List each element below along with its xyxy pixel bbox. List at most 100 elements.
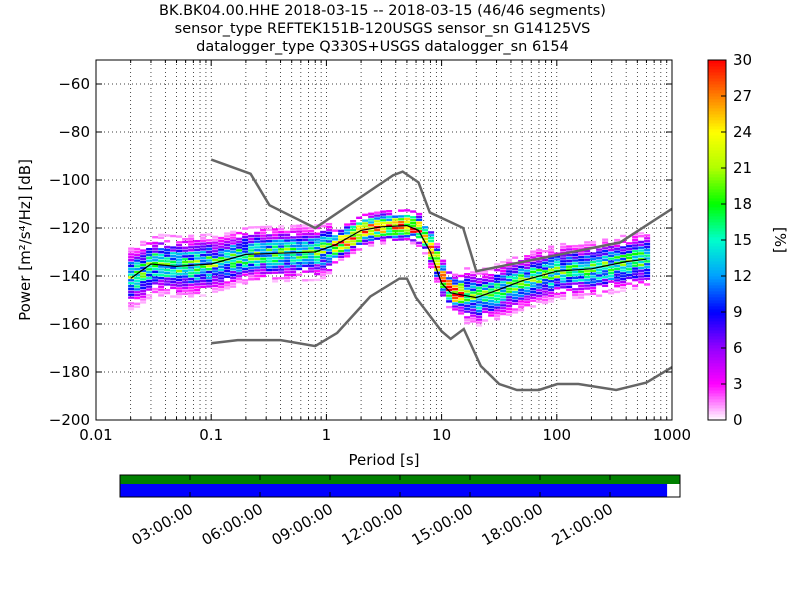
- psd-cell: [278, 245, 285, 248]
- psd-cell: [128, 267, 135, 270]
- psd-cell: [500, 307, 507, 310]
- psd-cell: [212, 278, 219, 282]
- psd-cell: [506, 299, 513, 302]
- colorbar-segment: [708, 270, 726, 274]
- psd-cell: [596, 251, 603, 254]
- psd-cell: [566, 248, 573, 251]
- psd-cell: [608, 280, 615, 283]
- psd-cell: [206, 270, 213, 274]
- psd-cell: [644, 260, 651, 263]
- psd-cell: [398, 235, 405, 238]
- colorbar-segment: [708, 162, 726, 166]
- psd-cell: [200, 245, 207, 248]
- psd-cell: [578, 261, 585, 265]
- colorbar-segment: [708, 135, 726, 139]
- psd-cell: [404, 214, 411, 218]
- psd-cell: [302, 264, 309, 268]
- psd-cell: [182, 289, 189, 293]
- psd-cell: [260, 228, 267, 232]
- psd-cell: [524, 289, 531, 293]
- psd-cell: [146, 265, 153, 268]
- psd-cell: [548, 274, 555, 277]
- psd-cell: [146, 262, 153, 265]
- psd-cell: [272, 236, 279, 240]
- psd-cell: [566, 268, 573, 271]
- colorbar-segment: [708, 327, 726, 331]
- colorbar-segment: [708, 249, 726, 253]
- psd-cell: [518, 291, 525, 295]
- psd-cell: [416, 233, 423, 236]
- psd-cell: [350, 222, 357, 226]
- psd-cell: [320, 271, 327, 274]
- psd-cell: [614, 284, 621, 288]
- psd-cell: [176, 275, 183, 279]
- psd-cell: [332, 240, 339, 244]
- psd-cell: [476, 272, 483, 275]
- psd-cell: [560, 260, 567, 263]
- psd-cell: [386, 218, 393, 222]
- psd-cell: [512, 302, 519, 305]
- psd-cell: [134, 296, 141, 300]
- psd-cell: [266, 237, 273, 240]
- psd-cell: [578, 290, 585, 294]
- psd-cell: [200, 265, 207, 268]
- psd-cell: [554, 278, 561, 281]
- psd-cell: [266, 245, 273, 249]
- psd-cell: [440, 259, 447, 263]
- psd-cell: [182, 237, 189, 241]
- colorbar-segment: [708, 336, 726, 340]
- y-tick-label: −80: [58, 123, 90, 141]
- psd-cell: [602, 290, 609, 293]
- psd-cell: [434, 274, 441, 277]
- psd-cell: [182, 258, 189, 261]
- psd-cell: [632, 244, 639, 247]
- psd-cell: [602, 278, 609, 282]
- psd-cell: [332, 252, 339, 255]
- psd-cell: [182, 286, 189, 290]
- psd-cell: [464, 284, 471, 287]
- psd-cell: [212, 281, 219, 285]
- psd-cell: [272, 259, 279, 263]
- psd-cell: [206, 256, 213, 259]
- psd-cell: [512, 265, 519, 268]
- psd-cell: [614, 276, 621, 279]
- psd-cell: [554, 295, 561, 299]
- psd-cell: [590, 258, 597, 261]
- psd-cell: [506, 296, 513, 299]
- psd-cell: [602, 238, 609, 241]
- colorbar-segment: [708, 369, 726, 373]
- psd-cell: [140, 289, 147, 293]
- psd-cell: [464, 267, 471, 270]
- psd-cell: [302, 238, 309, 242]
- psd-cell: [224, 232, 231, 235]
- psd-cell: [560, 283, 567, 286]
- psd-cell: [206, 244, 213, 248]
- psd-cell: [296, 224, 303, 227]
- psd-cell: [254, 234, 261, 238]
- psd-cell: [506, 313, 513, 316]
- psd-cell: [284, 250, 291, 254]
- colorbar-segment: [708, 351, 726, 355]
- psd-cell: [218, 277, 225, 280]
- psd-cell: [284, 256, 291, 260]
- psd-cell: [638, 281, 645, 284]
- psd-cell: [230, 282, 237, 285]
- psd-cell: [212, 270, 219, 273]
- psd-cell: [548, 245, 555, 248]
- psd-cell: [194, 260, 201, 263]
- psd-cell: [278, 265, 285, 268]
- psd-cell: [404, 237, 411, 241]
- psd-cell: [248, 260, 255, 264]
- psd-cell: [386, 221, 393, 224]
- psd-cell: [584, 255, 591, 259]
- psd-cell: [434, 251, 441, 254]
- psd-cell: [476, 298, 483, 301]
- colorbar-segment: [708, 294, 726, 298]
- psd-cell: [590, 255, 597, 258]
- psd-cell: [248, 243, 255, 246]
- psd-cell: [176, 244, 183, 247]
- psd-cell: [182, 281, 189, 284]
- psd-cell: [602, 252, 609, 256]
- psd-cell: [476, 286, 483, 290]
- psd-cell: [578, 276, 585, 279]
